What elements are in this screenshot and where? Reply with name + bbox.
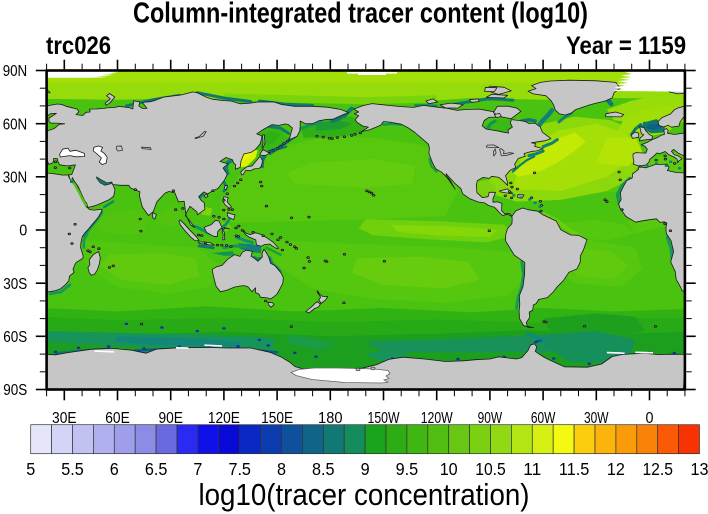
- svg-text:9: 9: [361, 459, 370, 479]
- svg-text:90N: 90N: [3, 63, 28, 80]
- svg-text:30E: 30E: [52, 410, 77, 427]
- svg-text:180: 180: [318, 410, 343, 427]
- svg-text:60E: 60E: [105, 410, 130, 427]
- svg-text:120W: 120W: [421, 410, 454, 427]
- svg-text:60W: 60W: [531, 410, 556, 427]
- svg-text:5: 5: [26, 459, 35, 479]
- svg-text:30W: 30W: [584, 410, 609, 427]
- svg-text:8.5: 8.5: [312, 459, 335, 479]
- svg-text:90E: 90E: [158, 410, 183, 427]
- svg-text:7.5: 7.5: [228, 459, 251, 479]
- svg-text:trc026: trc026: [46, 32, 111, 60]
- svg-text:60N: 60N: [3, 116, 28, 133]
- svg-text:0: 0: [646, 410, 654, 427]
- svg-text:11.5: 11.5: [559, 459, 590, 479]
- svg-text:30N: 30N: [3, 169, 28, 186]
- svg-text:12.5: 12.5: [642, 459, 673, 479]
- svg-text:30S: 30S: [3, 276, 27, 293]
- svg-text:9.5: 9.5: [396, 459, 419, 479]
- svg-text:13: 13: [691, 459, 708, 479]
- svg-text:0: 0: [19, 223, 27, 240]
- svg-text:60S: 60S: [3, 329, 27, 346]
- svg-text:12: 12: [607, 459, 625, 479]
- svg-text:120E: 120E: [208, 410, 240, 427]
- svg-text:6: 6: [110, 459, 119, 479]
- svg-text:log10(tracer concentration): log10(tracer concentration): [199, 477, 530, 512]
- svg-text:Column-integrated tracer conte: Column-integrated tracer content (log10): [133, 0, 588, 30]
- svg-text:10: 10: [440, 459, 458, 479]
- svg-text:7: 7: [193, 459, 202, 479]
- svg-text:150W: 150W: [368, 410, 401, 427]
- svg-text:6.5: 6.5: [145, 459, 168, 479]
- svg-text:Year = 1159: Year = 1159: [566, 32, 686, 60]
- svg-text:5.5: 5.5: [61, 459, 84, 479]
- svg-text:8: 8: [277, 459, 286, 479]
- svg-text:10.5: 10.5: [475, 459, 506, 479]
- svg-text:90S: 90S: [3, 382, 27, 399]
- svg-text:90W: 90W: [478, 410, 503, 427]
- svg-text:11: 11: [523, 459, 541, 479]
- svg-text:150E: 150E: [261, 410, 293, 427]
